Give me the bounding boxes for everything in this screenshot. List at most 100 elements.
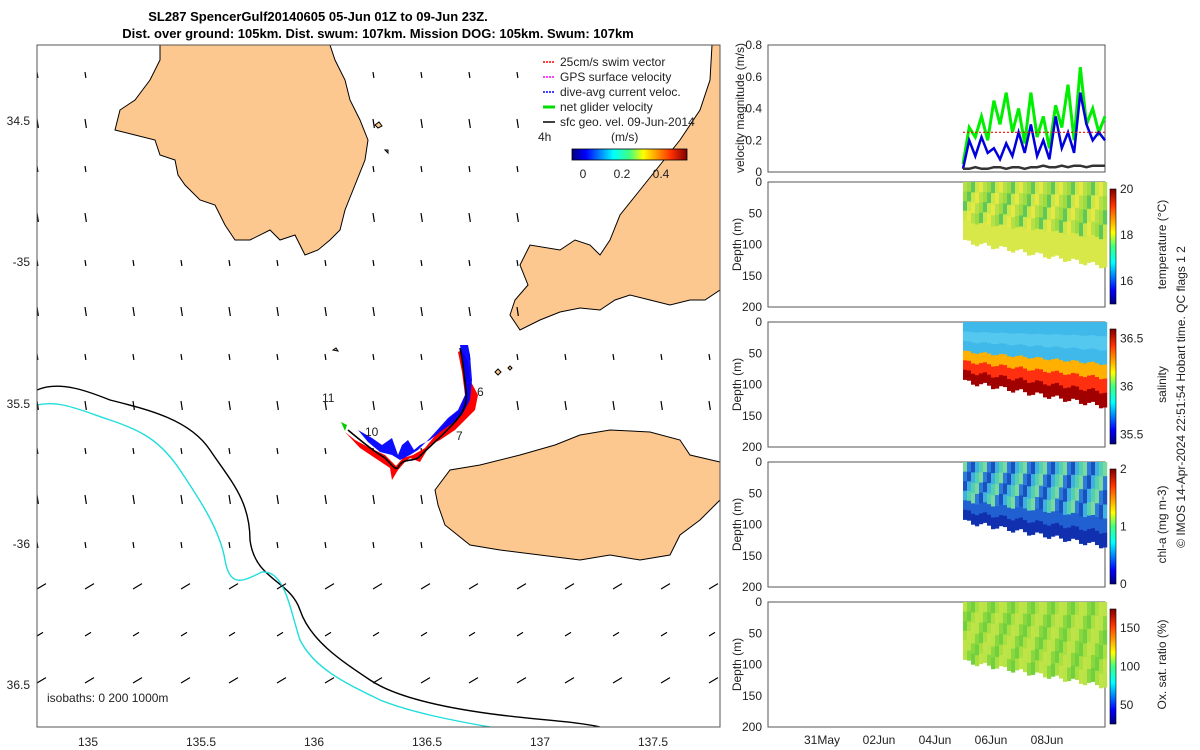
section-2-cell-139 (1055, 474, 1060, 487)
section-1-cell-103 (1031, 334, 1036, 347)
section-2-cell-62 (1003, 483, 1008, 495)
section-3-cell-132 (1051, 602, 1056, 615)
section-0-cell-141 (1055, 218, 1060, 232)
section-2-cell-82 (1015, 507, 1020, 520)
map-xtick-3: 136.5 (412, 735, 442, 749)
section-0-cell-202 (1095, 237, 1100, 252)
section-1-cell-125 (1043, 384, 1048, 398)
section-2-cell-98 (1027, 486, 1032, 500)
section-0-cell-151 (1063, 195, 1068, 209)
section-3-cell-105 (1031, 638, 1036, 651)
section-0-cell-118 (1039, 229, 1044, 242)
section-3-cell-111 (1035, 637, 1040, 650)
section-0-cell-187 (1087, 195, 1092, 210)
time-x-ticks: 31May 02Jun 04Jun 06Jun 08Jun (804, 733, 1063, 747)
section-1-cell-72 (1011, 322, 1016, 335)
sfc-geo-arrow-92 (420, 71, 423, 79)
section-0-cell-117 (1039, 217, 1044, 230)
section-3-cell-47 (991, 657, 996, 670)
section-1-cell-50 (995, 344, 1000, 356)
section-0-cell-155 (1063, 248, 1068, 262)
section-0-cell-162 (1071, 182, 1076, 196)
section-1-cell-1 (963, 331, 968, 342)
section-3-cell-138 (1055, 602, 1060, 615)
section-3-cell-205 (1099, 616, 1104, 632)
section-2-cell-213 (1103, 504, 1108, 520)
section-0-cell-74 (1011, 205, 1016, 218)
section-0-cell-7 (967, 191, 972, 202)
section-2-cell-38 (987, 483, 992, 495)
sfc-geo-arrow-14 (84, 71, 87, 79)
section-1-cell-156 (1067, 322, 1072, 336)
section-0-cell-95 (1023, 240, 1028, 253)
section-0-cell-64 (1003, 225, 1008, 237)
section-1-cell-167 (1071, 385, 1076, 399)
section-0-cell-21 (975, 213, 980, 225)
sfc-geo-arrow-147 (708, 677, 719, 684)
sfc-geo-arrow-140 (660, 583, 671, 590)
section-3-cell-201 (1095, 643, 1100, 658)
section-0-cell-69 (1007, 216, 1012, 229)
map-legend: 25cm/s swim vector GPS surface velocity … (538, 55, 695, 181)
section-3-cell-182 (1083, 629, 1088, 644)
section-0-cell-90 (1023, 182, 1028, 195)
section-3-cell-38 (987, 623, 992, 635)
section-2-cell-52 (995, 506, 1000, 518)
section-3-cell-3 (963, 630, 968, 641)
map-xtick-2: 136 (304, 735, 324, 749)
section-0-cell-132 (1051, 182, 1056, 195)
section-0-cell-212 (1103, 210, 1108, 225)
section-3-cell-19 (975, 612, 980, 624)
section-2-cell-33 (983, 492, 988, 503)
section-0-cell-120 (1043, 182, 1048, 195)
section-1-cell-45 (991, 355, 996, 367)
map-ytick-0: 34.5 (7, 114, 31, 128)
section-1-cell-105 (1031, 358, 1036, 371)
section-1-cell-176 (1079, 349, 1084, 364)
section-1-cbar-tick-1: 36 (1120, 380, 1134, 394)
section-3-cell-45 (991, 635, 996, 647)
section-2-cell-49 (995, 473, 1000, 485)
section-0-cell-8 (967, 201, 972, 212)
section-1-cell-199 (1095, 335, 1100, 351)
section-1-cell-177 (1079, 362, 1084, 377)
section-3-cell-91 (1023, 613, 1028, 626)
section-3-cell-72 (1011, 602, 1016, 615)
section-2-cell-140 (1055, 486, 1060, 500)
section-1-cell-163 (1071, 334, 1076, 348)
section-3-cell-166 (1071, 652, 1076, 667)
section-1-cell-208 (1099, 379, 1104, 394)
section-3-cell-12 (971, 602, 976, 613)
section-0-cell-56 (999, 203, 1004, 215)
section-2-cell-61 (1003, 472, 1008, 485)
section-1-cell-185 (1083, 390, 1088, 406)
legend-sfc-geo: sfc geo. vel. 09-Jun-2014 (560, 115, 695, 129)
section-2-cell-69 (1007, 496, 1012, 509)
section-0-cell-129 (1047, 220, 1052, 234)
section-3-cell-75 (1011, 637, 1016, 650)
section-0-cell-166 (1071, 232, 1076, 247)
section-2-cell-8 (967, 481, 972, 492)
section-2-cell-40 (987, 504, 992, 516)
sfc-geo-arrow-138 (660, 353, 663, 361)
section-2-cell-150 (1063, 462, 1068, 476)
section-2-cell-79 (1015, 473, 1020, 486)
section-3-cell-27 (979, 632, 984, 644)
section-2-cell-86 (1019, 484, 1024, 496)
section-1-cell-8 (967, 341, 972, 352)
section-3-cell-33 (983, 632, 988, 643)
section-3-cell-152 (1063, 628, 1068, 643)
section-1-cell-61 (1003, 332, 1008, 345)
section-0-cell-42 (991, 182, 996, 194)
section-0-cell-52 (995, 226, 1000, 238)
section-1-cell-191 (1087, 389, 1092, 403)
section-2-cell-96 (1027, 462, 1032, 475)
section-2-cell-25 (979, 472, 984, 484)
section-1-cell-92 (1023, 345, 1028, 358)
section-0-cell-181 (1083, 195, 1088, 211)
section-1-ytick-2: 100 (742, 378, 762, 392)
section-2-cell-58 (999, 504, 1004, 516)
section-1-cell-187 (1087, 335, 1092, 350)
section-3-cell-164 (1071, 627, 1076, 641)
section-2-cell-114 (1039, 462, 1044, 475)
